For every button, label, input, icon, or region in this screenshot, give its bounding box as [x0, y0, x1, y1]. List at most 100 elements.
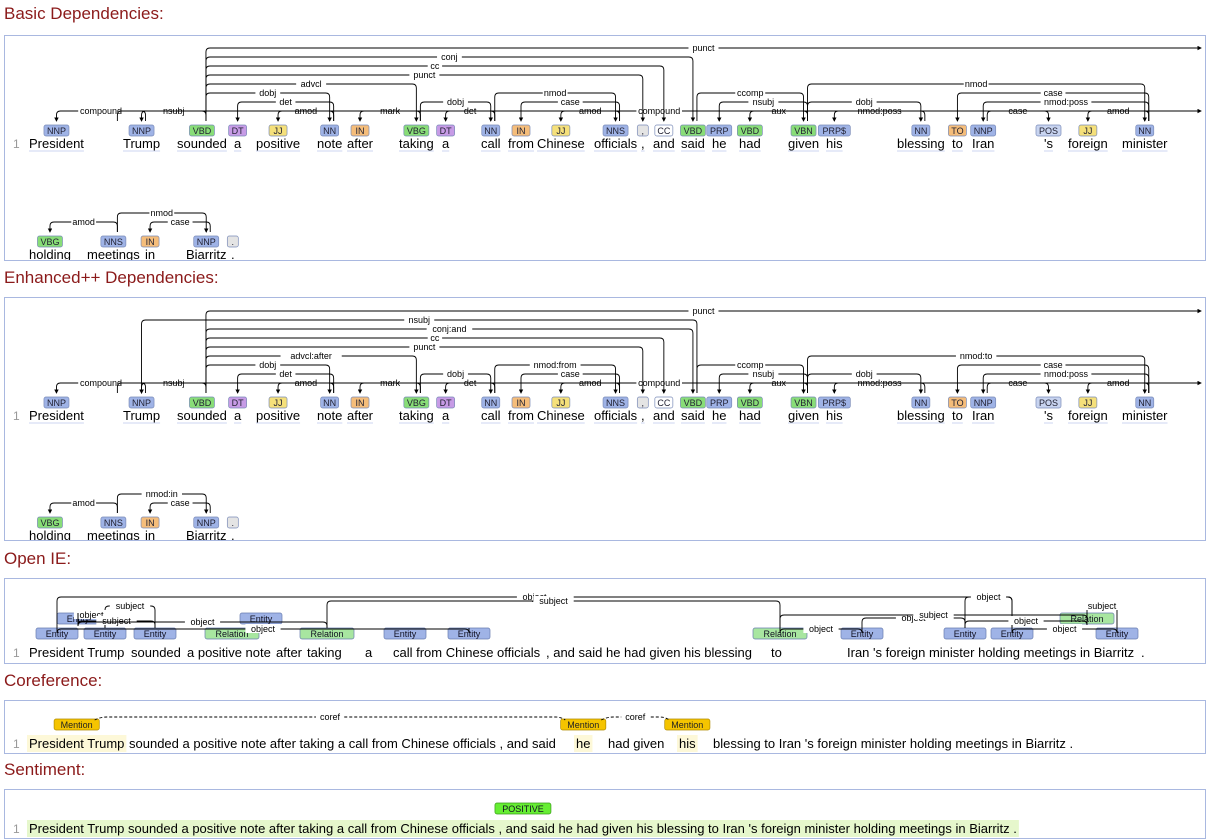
sentiment-tag-label: POSITIVE — [502, 804, 544, 814]
pos-tag-box — [511, 396, 531, 409]
dependency-arc: nmod:in — [116, 489, 209, 514]
arc-label-bg — [688, 306, 719, 315]
pos-tag-box — [43, 124, 70, 137]
pos-tag-box — [100, 516, 127, 529]
openie-arc-label-bg — [109, 601, 151, 610]
arc-label: dobj — [259, 88, 276, 98]
arc-label: case — [1044, 360, 1063, 370]
dependency-arc: case — [147, 217, 211, 233]
token-word: positive — [256, 136, 300, 151]
token-word: , — [641, 408, 645, 423]
openie-span: to — [771, 645, 782, 660]
token-word: and — [653, 136, 675, 151]
arc-label-bg — [443, 97, 468, 106]
openie-arc-label-bg — [1081, 601, 1123, 610]
line-number: 1 — [13, 137, 20, 151]
pos-tag-label: IN — [146, 237, 155, 247]
pos-tag-box — [970, 396, 997, 409]
token-word: had — [739, 136, 761, 151]
token-word: 's — [1044, 408, 1053, 423]
pos-tag-label: IN — [517, 126, 526, 136]
dependency-arc: nmod — [494, 88, 618, 122]
arc-label-bg — [78, 378, 124, 387]
token-word: in — [145, 247, 155, 260]
arc-label-bg — [427, 333, 443, 342]
pos-tag-label: , — [642, 398, 645, 408]
basic-dependencies-panel: 1 President NNP Trump NNP sounded VBD a DT positi… — [4, 35, 1206, 261]
arc-label: nmod:in — [146, 489, 178, 499]
dependency-arc: nmod — [116, 208, 209, 233]
pos-tag-label: NNP — [132, 126, 151, 136]
arc-label: punct — [413, 70, 436, 80]
dependency-arc: dobj — [205, 360, 332, 394]
openie-arc-label: object — [1014, 616, 1039, 626]
token-word: Iran — [972, 136, 994, 151]
pos-tag-label: POS — [1039, 398, 1058, 408]
openie-arc-label: object — [79, 610, 104, 620]
arc-label: case — [561, 97, 580, 107]
pos-tag-label: VBD — [193, 126, 212, 136]
token-word: given — [788, 136, 819, 151]
arc-label: dobj — [447, 97, 464, 107]
pos-tag-box — [551, 124, 571, 137]
openie-tag-label: Entity — [458, 629, 481, 639]
openie-span: taking — [307, 645, 342, 660]
dependency-arc: nmod:poss — [832, 106, 926, 122]
pos-tag-box — [403, 396, 430, 409]
pos-tag-label: JJ — [1083, 398, 1092, 408]
arc-line — [139, 319, 698, 394]
token-word: Trump — [123, 136, 160, 151]
arc-label-bg — [557, 97, 583, 106]
pos-tag-box — [654, 396, 674, 409]
pos-tag-label: DT — [232, 126, 244, 136]
openie-span: Iran 's foreign minister holding meeting… — [847, 645, 1134, 660]
arc-label: conj:and — [432, 324, 466, 334]
pos-tag-label: VBD — [684, 398, 703, 408]
arc-label-bg — [636, 106, 682, 115]
dependency-arc: mark — [357, 106, 421, 122]
arc-label-bg — [529, 360, 581, 369]
arc-label-bg — [688, 43, 719, 52]
token-word: to — [952, 408, 963, 423]
dependency-arc: compound — [54, 378, 146, 394]
arc-label-bg — [255, 360, 281, 369]
token-word: meetings — [87, 247, 140, 260]
arc-label-bg — [748, 369, 779, 378]
arc-label-bg — [460, 378, 480, 387]
pos-tag-label: VBG — [40, 237, 59, 247]
openie-graph: 1 President Trump sounded a positive note af… — [13, 592, 1145, 660]
mention-tag-box — [560, 718, 607, 731]
arc-label-bg — [854, 106, 905, 115]
openie-span: call from Chinese officials — [393, 645, 541, 660]
pos-tag-box — [226, 516, 239, 529]
arc-label-bg — [167, 217, 193, 226]
pos-tag-label: JJ — [556, 398, 565, 408]
openie-arc-label-bg — [73, 610, 110, 619]
arc-label-bg — [158, 106, 189, 115]
openie-arc: object — [779, 624, 863, 634]
pos-tag-label: NNP — [47, 398, 66, 408]
openie-arc: subject — [326, 596, 781, 628]
dependency-arc: nsubj — [716, 97, 808, 122]
arc-label: dobj — [259, 360, 276, 370]
coref-mention-highlight — [27, 735, 127, 752]
mention-tag-label: Mention — [567, 720, 599, 730]
openie-span: President Trump — [29, 645, 124, 660]
token-word: note — [317, 408, 342, 423]
pos-tag-box — [100, 235, 127, 248]
pos-tag-box — [403, 124, 430, 137]
dependency-arc: amod — [1085, 378, 1150, 394]
token-word: foreign — [1068, 408, 1108, 423]
pos-tag-box — [680, 396, 706, 409]
